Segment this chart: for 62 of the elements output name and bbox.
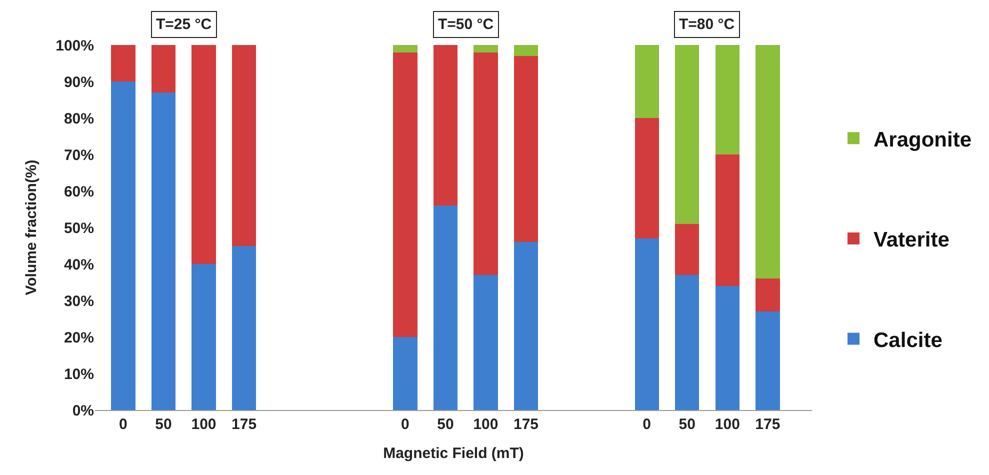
bar [393, 52, 418, 337]
bar [715, 286, 740, 410]
bar [675, 274, 700, 410]
bar [151, 45, 176, 92]
bar [474, 274, 498, 410]
y-tick-label: 40% [64, 256, 94, 274]
bar [715, 154, 740, 286]
legend-label: Calcite [874, 328, 942, 352]
x-tick-label: 50 [437, 416, 454, 433]
bar [634, 238, 659, 410]
y-tick-label: 20% [64, 329, 94, 346]
y-tick-label: 80% [64, 110, 94, 128]
x-tick-label: 0 [400, 416, 410, 433]
bar [474, 45, 498, 52]
bar [715, 45, 740, 154]
x-tick-label: 50 [678, 416, 696, 433]
y-tick-label: 70% [64, 146, 94, 164]
bar [151, 92, 176, 410]
x-tick-label: 0 [642, 416, 652, 433]
x-tick-label: 175 [232, 416, 257, 433]
bar [514, 45, 538, 56]
bar [675, 45, 700, 224]
bar [192, 45, 216, 264]
x-tick-label: 100 [714, 416, 740, 433]
x-tick-label: 175 [755, 416, 780, 433]
bar [232, 45, 256, 246]
y-tick-label: 100% [56, 37, 94, 54]
bar [192, 264, 216, 410]
y-tick-label: 60% [64, 183, 94, 200]
bar [433, 206, 458, 410]
bar [514, 56, 538, 242]
text: T=25 °C [156, 16, 212, 33]
bar [393, 337, 418, 410]
bar [232, 246, 256, 410]
bar [393, 45, 418, 52]
bar [756, 278, 780, 312]
bar [514, 242, 538, 410]
bar [756, 311, 780, 410]
bar [111, 82, 136, 410]
y-tick-label: 10% [64, 366, 94, 383]
y-tick-label: 90% [64, 74, 94, 91]
bar [433, 45, 458, 206]
bar [111, 45, 136, 82]
x-tick-label: 100 [191, 416, 216, 433]
bar [675, 224, 700, 275]
x-tick-label: 50 [155, 416, 172, 433]
x-tick-label: 100 [473, 416, 498, 433]
x-axis-title: Magnetic Field (mT) [383, 445, 524, 462]
text: T=80 °C [679, 16, 735, 33]
text: T=50 °C [438, 16, 494, 33]
legend-label: Vaterite [874, 228, 950, 252]
y-axis-title: Volume fraction(%) [22, 160, 40, 296]
legend-label: Aragonite [874, 128, 972, 152]
bar [634, 118, 659, 238]
bar [474, 52, 498, 275]
y-tick-label: 50% [64, 220, 94, 237]
x-tick-label: 175 [513, 416, 539, 433]
x-tick-label: 0 [119, 416, 128, 433]
y-tick-label: 30% [64, 292, 94, 310]
bar [634, 45, 659, 118]
bar [756, 45, 780, 279]
y-tick-label: 0% [72, 402, 94, 420]
